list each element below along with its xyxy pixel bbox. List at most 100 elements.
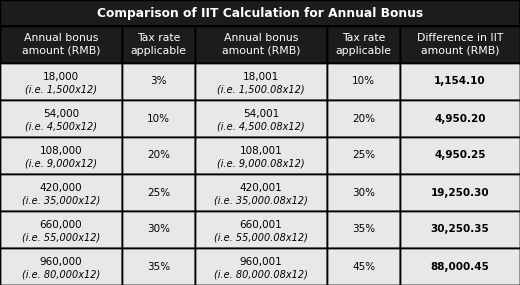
Bar <box>327 174 400 211</box>
Text: 10%: 10% <box>352 76 375 87</box>
Text: 35%: 35% <box>352 225 375 235</box>
Bar <box>400 248 520 285</box>
Bar <box>122 26 195 63</box>
Text: (i.e. 9,000.08x12): (i.e. 9,000.08x12) <box>217 159 305 169</box>
Text: Tax rate
applicable: Tax rate applicable <box>131 33 187 56</box>
Bar <box>122 26 195 63</box>
Bar <box>400 211 520 248</box>
Text: 25%: 25% <box>147 188 170 198</box>
Text: 35%: 35% <box>147 262 170 272</box>
Bar <box>122 100 195 137</box>
Text: 54,001: 54,001 <box>243 109 279 119</box>
Text: Difference in IIT
amount (RMB): Difference in IIT amount (RMB) <box>417 33 503 56</box>
Bar <box>327 137 400 174</box>
Text: 30%: 30% <box>352 188 375 198</box>
Bar <box>0 63 122 100</box>
Bar <box>400 174 520 211</box>
Bar <box>327 137 400 174</box>
Text: 54,000: 54,000 <box>43 109 79 119</box>
Bar <box>400 137 520 174</box>
Bar <box>122 137 195 174</box>
Bar <box>195 137 327 174</box>
Text: (i.e. 35,000x12): (i.e. 35,000x12) <box>22 196 100 206</box>
Bar <box>0 0 520 26</box>
Bar <box>195 26 327 63</box>
Bar <box>327 100 400 137</box>
Bar <box>327 248 400 285</box>
Text: Tax rate
applicable: Tax rate applicable <box>335 33 392 56</box>
Bar <box>122 248 195 285</box>
Bar <box>327 174 400 211</box>
Bar <box>0 26 122 63</box>
Bar <box>0 137 122 174</box>
Bar <box>195 248 327 285</box>
Text: 30%: 30% <box>147 225 170 235</box>
Text: 660,000: 660,000 <box>40 220 82 230</box>
Bar <box>327 26 400 63</box>
Text: Annual bonus
amount (RMB): Annual bonus amount (RMB) <box>22 33 100 56</box>
Text: 960,001: 960,001 <box>240 257 282 267</box>
Bar <box>400 211 520 248</box>
Bar <box>327 211 400 248</box>
Text: 45%: 45% <box>352 262 375 272</box>
Text: (i.e. 35,000.08x12): (i.e. 35,000.08x12) <box>214 196 308 206</box>
Bar <box>0 174 122 211</box>
Bar <box>195 174 327 211</box>
Bar <box>195 63 327 100</box>
Text: (i.e. 80,000x12): (i.e. 80,000x12) <box>22 270 100 280</box>
Bar <box>195 26 327 63</box>
Text: 18,001: 18,001 <box>243 72 279 82</box>
Text: Annual bonus
amount (RMB): Annual bonus amount (RMB) <box>222 33 300 56</box>
Text: 10%: 10% <box>147 113 170 123</box>
Text: 20%: 20% <box>147 150 170 160</box>
Bar <box>400 100 520 137</box>
Bar <box>327 26 400 63</box>
Bar <box>400 26 520 63</box>
Bar <box>400 137 520 174</box>
Bar <box>0 63 122 100</box>
Bar <box>400 174 520 211</box>
Bar <box>195 100 327 137</box>
Bar <box>122 174 195 211</box>
Text: Comparison of IIT Calculation for Annual Bonus: Comparison of IIT Calculation for Annual… <box>97 7 423 19</box>
Text: (i.e. 55,000x12): (i.e. 55,000x12) <box>22 233 100 243</box>
Bar <box>327 248 400 285</box>
Bar <box>122 63 195 100</box>
Text: (i.e. 55,000.08x12): (i.e. 55,000.08x12) <box>214 233 308 243</box>
Bar <box>327 63 400 100</box>
Text: 3%: 3% <box>150 76 167 87</box>
Bar <box>122 100 195 137</box>
Bar <box>400 26 520 63</box>
Text: (i.e. 1,500.08x12): (i.e. 1,500.08x12) <box>217 85 305 95</box>
Bar <box>122 137 195 174</box>
Text: 25%: 25% <box>352 150 375 160</box>
Bar <box>122 174 195 211</box>
Bar <box>195 137 327 174</box>
Text: (i.e. 4,500.08x12): (i.e. 4,500.08x12) <box>217 122 305 132</box>
Bar <box>0 211 122 248</box>
Bar <box>0 26 122 63</box>
Text: 20%: 20% <box>352 113 375 123</box>
Text: 108,001: 108,001 <box>240 146 282 156</box>
Bar <box>327 211 400 248</box>
Text: 420,000: 420,000 <box>40 183 82 193</box>
Text: 18,000: 18,000 <box>43 72 79 82</box>
Text: 4,950.25: 4,950.25 <box>434 150 486 160</box>
Bar <box>0 100 122 137</box>
Bar <box>327 100 400 137</box>
Text: 19,250.30: 19,250.30 <box>431 188 489 198</box>
Bar <box>400 100 520 137</box>
Bar <box>0 137 122 174</box>
Text: 960,000: 960,000 <box>40 257 82 267</box>
Text: (i.e. 1,500x12): (i.e. 1,500x12) <box>25 85 97 95</box>
Text: 30,250.35: 30,250.35 <box>431 225 489 235</box>
Bar <box>122 211 195 248</box>
Bar <box>0 100 122 137</box>
Bar <box>0 211 122 248</box>
Bar <box>400 248 520 285</box>
Bar <box>122 63 195 100</box>
Bar <box>0 248 122 285</box>
Text: 660,001: 660,001 <box>240 220 282 230</box>
Bar <box>400 63 520 100</box>
Text: 4,950.20: 4,950.20 <box>434 113 486 123</box>
